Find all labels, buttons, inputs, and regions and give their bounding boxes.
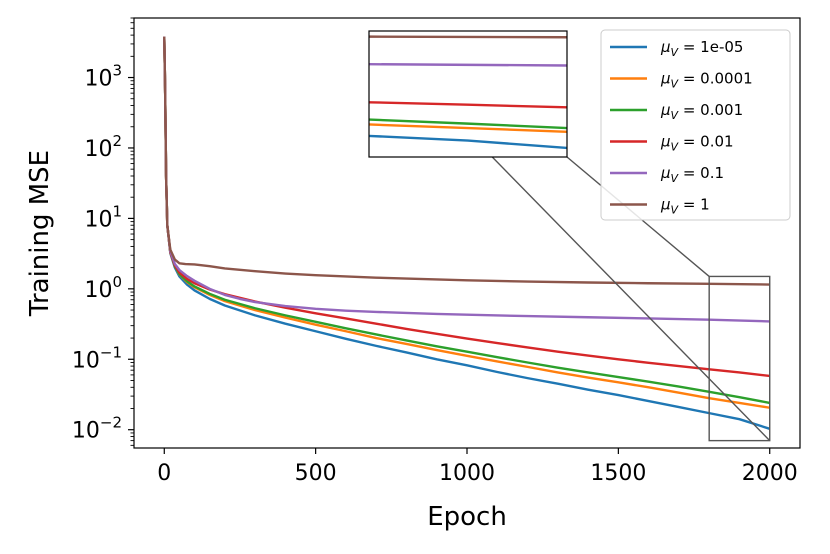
x-axis: 0 500 1000 1500 2000 xyxy=(157,448,798,486)
zoom-region-box xyxy=(708,275,771,442)
inset-axes xyxy=(368,30,568,158)
x-tick-label: 1000 xyxy=(439,461,495,486)
x-tick-label: 0 xyxy=(157,461,171,486)
legend-box xyxy=(600,29,791,221)
x-tick-label: 500 xyxy=(295,461,337,486)
legend-entry-2: μV = 0.001 xyxy=(660,101,743,122)
y-axis: 10−2 10−1 100 101 102 103 xyxy=(72,17,134,446)
legend-entry-0: μV = 1e-05 xyxy=(660,38,743,59)
x-tick-label: 1500 xyxy=(590,461,646,486)
inset-series-line-5 xyxy=(369,35,567,39)
inset-series-line-1 xyxy=(369,123,567,133)
inset-series-line-4 xyxy=(369,62,567,67)
y-axis-title: Training MSE xyxy=(25,150,55,317)
inset-series-line-0 xyxy=(369,134,567,150)
inset-series-line-3 xyxy=(369,101,567,109)
y-tick-label: 10−1 xyxy=(72,343,122,373)
y-tick-label: 101 xyxy=(84,202,122,232)
series-lines xyxy=(163,36,771,430)
legend: μV = 1e-05 μV = 0.0001 μV = 0.001 μV = 0.01… xyxy=(600,29,791,221)
legend-entry-5: μV = 1 xyxy=(660,196,710,217)
legend-entry-3: μV = 0.01 xyxy=(660,133,734,154)
y-tick-label: 103 xyxy=(84,62,122,92)
inset-frame xyxy=(368,30,568,158)
x-tick-label: 2000 xyxy=(742,461,798,486)
x-axis-title: Epoch xyxy=(427,502,507,532)
y-tick-label: 10−2 xyxy=(72,414,122,444)
legend-entry-1: μV = 0.0001 xyxy=(660,70,753,91)
inset-series-line-2 xyxy=(369,118,567,130)
y-tick-label: 102 xyxy=(84,132,122,162)
series-line-5 xyxy=(163,36,770,286)
y-tick-label: 100 xyxy=(84,273,122,303)
legend-entry-4: μV = 0.1 xyxy=(660,164,724,185)
